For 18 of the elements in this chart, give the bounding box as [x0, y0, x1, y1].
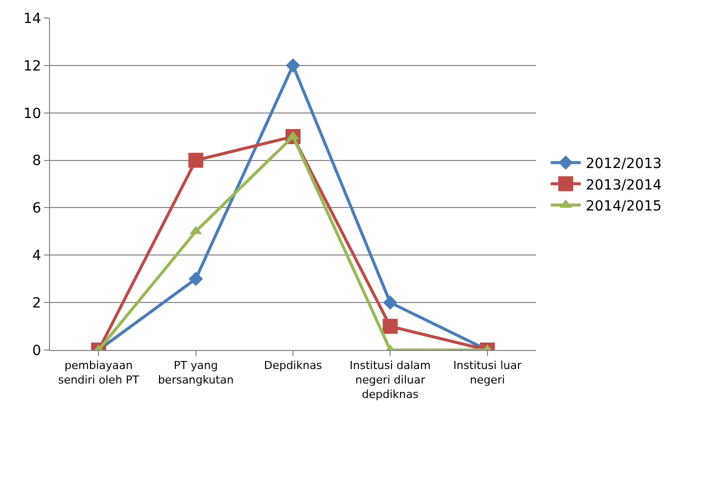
legend-label: 2013/2014: [586, 177, 662, 194]
x-tick-label: Institusi luar negeri: [453, 359, 522, 386]
x-tick-label: Institusi dalam negeri diluar depdiknas: [350, 359, 431, 401]
y-tick-label: 12: [23, 58, 42, 74]
point: [286, 58, 300, 73]
y-tick-label: 8: [32, 153, 42, 170]
y-tick-label: 0: [32, 342, 42, 359]
y-tick-label: 4: [32, 248, 42, 264]
legend-label: 2014/2015: [586, 198, 662, 214]
y-tick-label: 6: [32, 200, 42, 217]
y-tick-label: 14: [23, 10, 42, 27]
legend-label: 2012/2013: [586, 156, 662, 172]
x-tick-label: Depdiknas: [264, 359, 322, 372]
y-tick-label: 10: [23, 106, 42, 122]
point: [188, 152, 204, 168]
y-tick-label: 2: [32, 295, 42, 312]
x-tick-label: PT yang bersangkutan: [158, 359, 234, 386]
x-tick-label: pembiayaan sendiri oleh PT: [58, 359, 140, 386]
